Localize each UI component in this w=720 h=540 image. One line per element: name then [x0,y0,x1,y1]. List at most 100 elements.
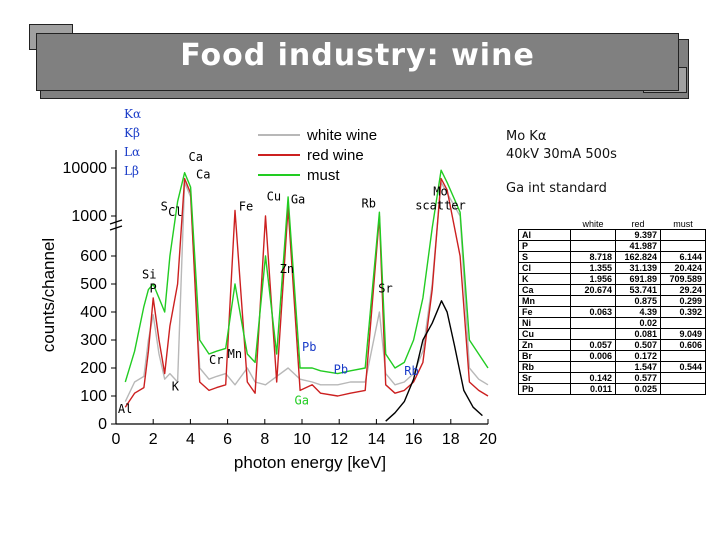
value-cell [570,295,616,307]
table-header-cell: red [631,218,645,229]
series-line-unnamed [385,300,483,422]
element-label: Fe [239,200,253,214]
x-tick-label: 20 [479,431,497,448]
value-cell: 691.89 [615,273,661,285]
standard-note: Ga int standard [506,181,607,196]
line-key-entry: Kα [124,107,141,121]
table-header-cell: must [673,218,693,229]
element-label: Ca [196,168,210,182]
x-tick-label: 18 [442,431,460,448]
element-cell: Cu [518,328,571,340]
element-label: Sr [378,281,392,295]
table-row: K 1.956 691.89 709.589 [518,273,706,285]
value-cell: 1.956 [570,273,616,285]
table-row: Zn 0.057 0.507 0.606 [518,339,706,351]
y-tick-label: 600 [80,248,107,265]
slide-title: Food industry: wine [180,38,535,73]
value-cell [570,229,616,241]
series-line-white-wine [124,181,489,402]
element-label: P [149,281,156,295]
value-cell: 0.392 [660,306,706,318]
mo-scatter-label: scatter [415,199,466,213]
x-axis-label: photon energy [keV] [234,453,386,472]
table-row: Fe 0.063 4.39 0.392 [518,306,706,318]
table-row: Pb 0.011 0.025 [518,383,706,395]
mo-scatter-label: Mo [433,185,447,199]
value-cell: 0.875 [615,295,661,307]
element-label: Cr [209,353,223,367]
y-axis-label: counts/channel [39,238,58,352]
y-tick-label: 10000 [63,160,108,177]
legend-entry: white wine [306,127,377,144]
line-key-entry: Lβ [124,164,139,178]
element-label: Pb [334,363,348,377]
table-row: Cl 1.355 31.139 20.424 [518,262,706,274]
table-row: Rb 1.547 0.544 [518,361,706,373]
source-note: Mo Kα [506,129,547,144]
y-tick-label: 500 [80,276,107,293]
table-row: Br 0.006 0.172 [518,350,706,362]
title-box [36,33,679,91]
x-tick-label: 2 [149,431,158,448]
element-cell: Cl [518,262,571,274]
value-cell: 1.547 [615,361,661,373]
value-cell: 31.139 [615,262,661,274]
element-cell: K [518,273,571,285]
y-tick-label: 100 [80,388,107,405]
value-cell: 4.39 [615,306,661,318]
element-label: Si [142,267,156,281]
table-row: Sr 0.142 0.577 [518,372,706,384]
value-cell: 0.172 [615,350,661,362]
value-cell: 0.057 [570,339,616,351]
value-cell: 9.397 [615,229,661,241]
y-tick-label: 200 [80,360,107,377]
table-header-cell: white [582,218,604,229]
x-tick-label: 0 [112,431,121,448]
value-cell: 0.507 [615,339,661,351]
line-key-entry: Lα [124,145,140,159]
value-cell: 41.987 [615,240,661,252]
value-cell: 0.299 [660,295,706,307]
value-cell: 0.544 [660,361,706,373]
table-row: Al 9.397 [518,229,706,241]
element-label: Rb [362,197,376,211]
value-cell: 20.674 [570,284,616,296]
element-cell: P [518,240,571,252]
element-label: Mn [228,347,242,361]
element-cell: Zn [518,339,571,351]
element-cell: Fe [518,306,571,318]
element-cell: Al [518,229,571,241]
value-cell: 162.824 [615,251,661,263]
table-row: Mn 0.875 0.299 [518,295,706,307]
table-row: Cu 0.081 9.049 [518,328,706,340]
table-header-row: white red must [519,218,706,230]
x-tick-label: 12 [330,431,348,448]
element-cell: Ca [518,284,571,296]
element-label: Ca [189,150,203,164]
value-cell [570,328,616,340]
element-label: K [172,379,180,393]
value-cell [570,317,616,329]
table-row: Ca 20.674 53.741 29.24 [518,284,706,296]
value-cell: 0.063 [570,306,616,318]
value-cell [660,350,706,362]
element-label: Rb [404,364,418,378]
value-cell: 0.081 [615,328,661,340]
value-cell: 0.011 [570,383,616,395]
element-cell: Pb [518,383,571,395]
element-label: Cl [168,205,182,219]
value-cell: 53.741 [615,284,661,296]
y-tick-label: 0 [98,416,107,433]
table-body: Al 9.397 P 41.987 S 8.718 162.824 6.144 Cl 1.355 3… [518,229,706,395]
y-tick-label: 300 [80,332,107,349]
element-cell: S [518,251,571,263]
value-cell: 709.589 [660,273,706,285]
element-label: Pb [302,340,316,354]
legend-entry: must [307,167,340,184]
table-row: P 41.987 [518,240,706,252]
concentration-table: white red must Al 9.397 P 41.987 S 8.718 162.8… [518,218,706,395]
table-row: S 8.718 162.824 6.144 [518,251,706,263]
value-cell [660,317,706,329]
axis-break-mark [109,225,123,231]
element-label: Ga [295,393,309,407]
